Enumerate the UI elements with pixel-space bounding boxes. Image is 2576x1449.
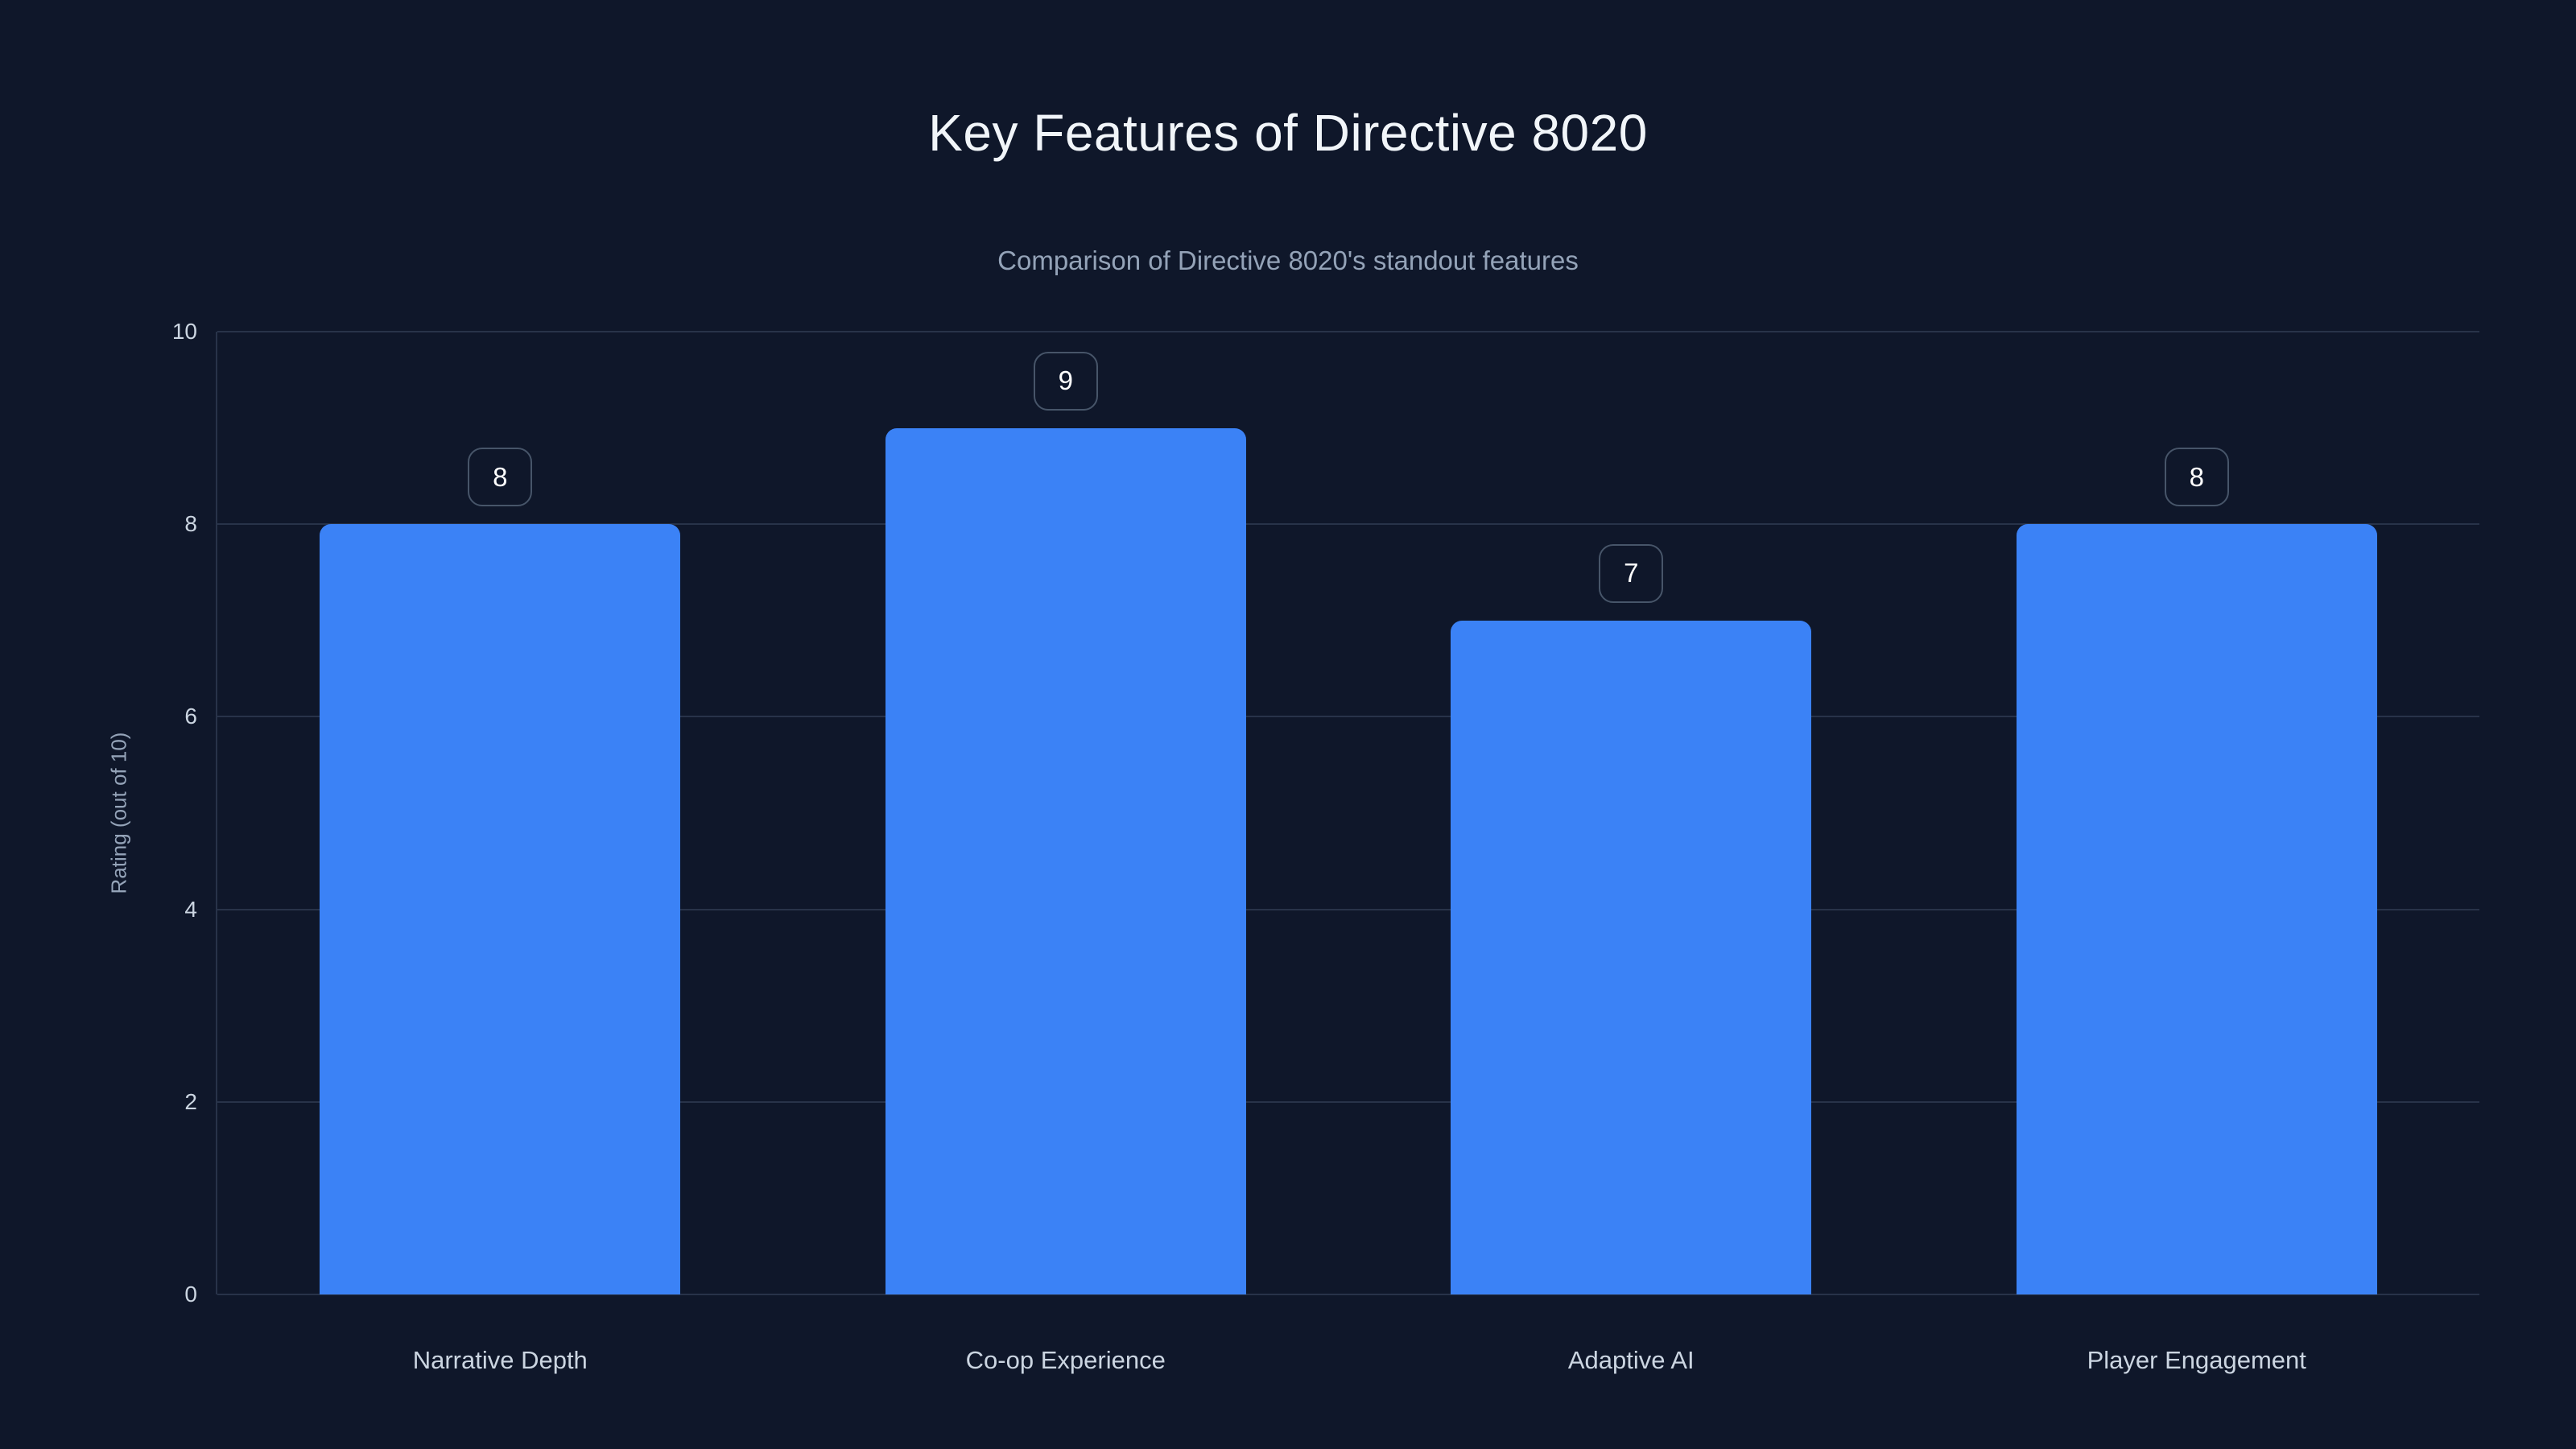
gridline-y4 xyxy=(217,908,2479,910)
chart-subtitle: Comparison of Directive 8020's standout … xyxy=(997,246,1579,275)
value-label: 8 xyxy=(2189,461,2204,492)
y-tick-label-10: 10 xyxy=(171,319,197,344)
chart-title: Key Features of Directive 8020 xyxy=(928,104,1648,162)
gridline-y8 xyxy=(217,523,2479,526)
value-badge-9: 9 xyxy=(1033,351,1098,411)
y-axis-title: Rating (out of 10) xyxy=(106,732,131,894)
plot-area xyxy=(216,331,2479,1295)
value-label: 9 xyxy=(1058,365,1073,396)
value-badge-7: 7 xyxy=(1599,543,1664,603)
value-badge-8: 8 xyxy=(468,448,533,507)
bar-co-op-experience xyxy=(885,427,1246,1294)
value-badge-8: 8 xyxy=(2164,448,2229,507)
value-label: 7 xyxy=(1624,558,1639,588)
bar-adaptive-ai xyxy=(1451,620,1812,1294)
value-label: 8 xyxy=(493,461,508,492)
y-tick-label-0: 0 xyxy=(184,1282,197,1307)
x-category-label-3: Adaptive AI xyxy=(1567,1346,1695,1374)
y-tick-label-2: 2 xyxy=(184,1088,197,1114)
bar-narrative-depth xyxy=(320,524,681,1294)
y-tick-label-8: 8 xyxy=(184,511,197,537)
y-axis-line xyxy=(216,332,217,1294)
x-category-label-2: Co-op Experience xyxy=(965,1346,1166,1374)
gridline-y10 xyxy=(217,331,2479,332)
gridline-y2 xyxy=(217,1100,2479,1103)
x-category-label-4: Player Engagement xyxy=(2087,1346,2306,1374)
y-tick-label-6: 6 xyxy=(184,704,197,729)
y-tick-label-4: 4 xyxy=(184,896,197,922)
gridline-y0 xyxy=(217,1294,2479,1295)
bar-player-engagement xyxy=(2016,524,2377,1294)
x-category-label-1: Narrative Depth xyxy=(412,1346,588,1374)
gridline-y6 xyxy=(217,716,2479,718)
